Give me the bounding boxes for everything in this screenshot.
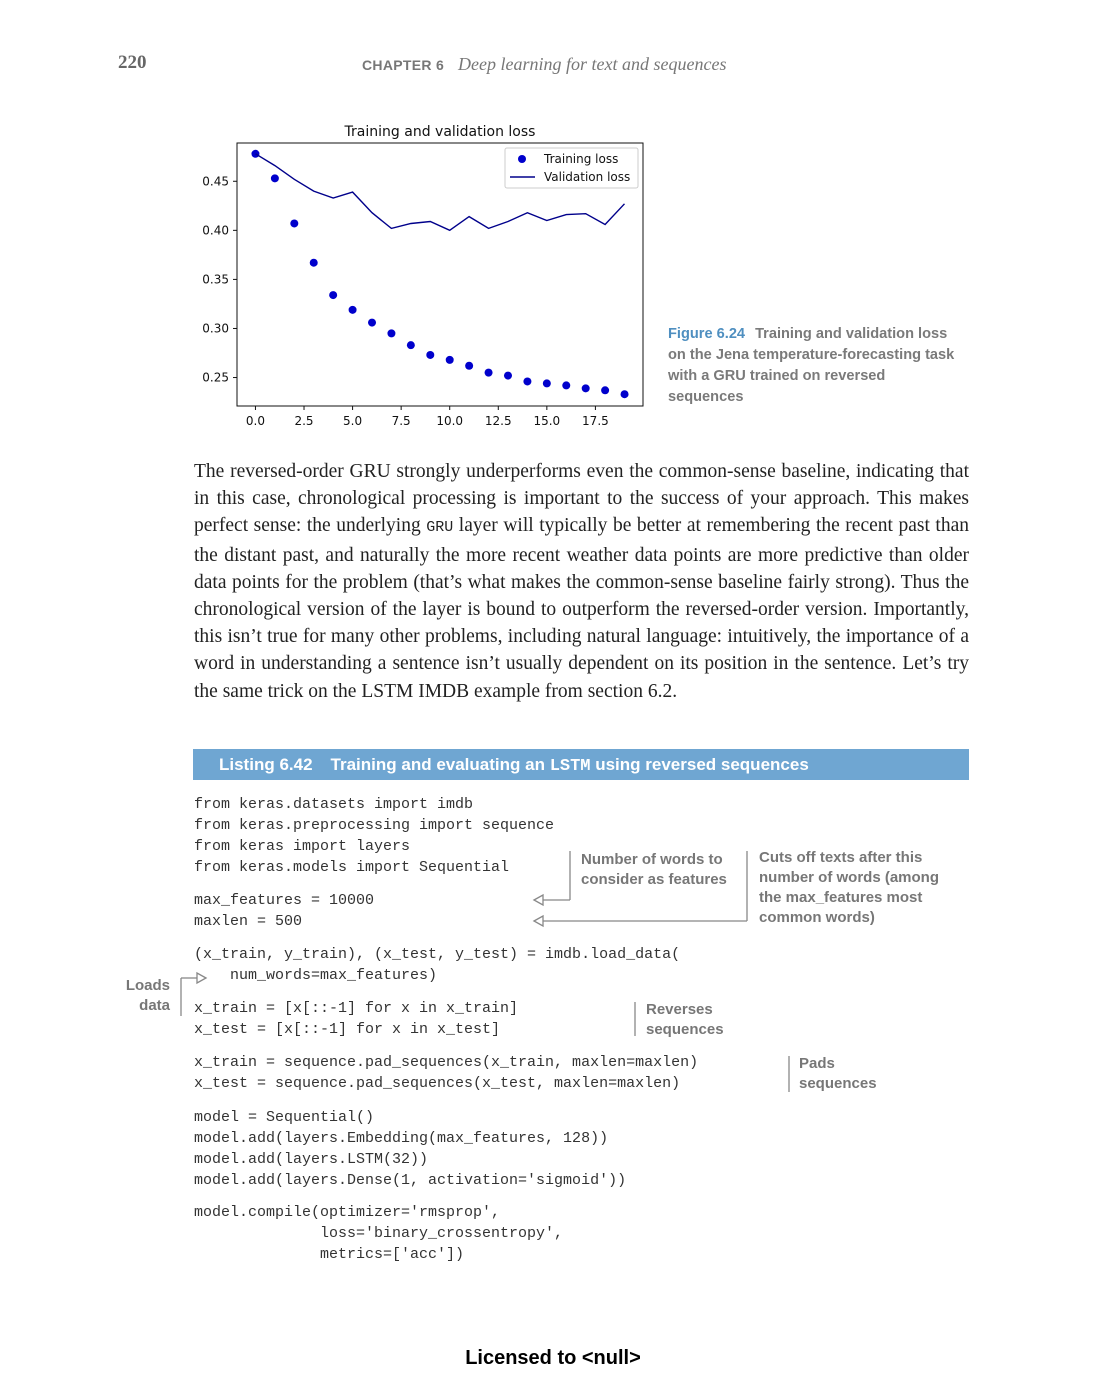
- code-params: max_features = 10000 maxlen = 500: [194, 892, 375, 930]
- training-loss-point: [309, 258, 318, 267]
- training-loss-point: [620, 390, 629, 399]
- license-footer: Licensed to <null>: [465, 1347, 641, 1369]
- x-tick-label: 10.0: [436, 414, 463, 428]
- training-loss-point: [445, 355, 454, 364]
- body-text-part-2: layer will typically be better at rememb…: [194, 515, 969, 702]
- training-loss-point: [387, 329, 396, 338]
- x-tick-label: 15.0: [533, 414, 560, 428]
- training-loss-point: [601, 386, 610, 395]
- training-loss-point: [523, 377, 532, 386]
- legend-training-marker: [518, 155, 526, 163]
- code-model: model = Sequential() model.add(layers.Em…: [194, 1109, 627, 1189]
- training-loss-point: [542, 379, 551, 388]
- page-number: 220: [118, 52, 147, 73]
- loss-chart: Training and validation loss 0.0 2.5 5.0 7.5…: [202, 124, 644, 428]
- x-tick-label: 0.0: [246, 414, 265, 428]
- legend-validation-label: Validation loss: [544, 170, 630, 184]
- annotation-pads: Pads sequences: [799, 1055, 877, 1092]
- legend-training-label: Training loss: [543, 152, 618, 166]
- listing-title-part-2: using reversed sequences: [590, 755, 809, 774]
- chapter-title: Deep learning for text and sequences: [458, 54, 727, 74]
- code-pad: x_train = sequence.pad_sequences(x_train…: [194, 1054, 699, 1092]
- code-reverse: x_train = [x[::-1] for x in x_train] x_t…: [194, 1000, 519, 1038]
- x-tick-label: 7.5: [392, 414, 411, 428]
- training-loss-point: [581, 384, 590, 393]
- y-tick-label: 0.40: [202, 223, 229, 237]
- annotation-reverses: Reverses sequences: [646, 1001, 724, 1038]
- training-loss-point: [270, 174, 279, 183]
- figure-number: Figure 6.24: [668, 326, 746, 342]
- training-loss-point: [290, 219, 299, 228]
- x-tick-label: 2.5: [294, 414, 313, 428]
- code-compile: model.compile(optimizer='rmsprop', loss=…: [194, 1204, 564, 1263]
- listing-header: Listing 6.42 Training and evaluating an L…: [193, 749, 969, 780]
- x-tick-label: 12.5: [485, 414, 512, 428]
- figure-caption: Figure 6.24 Training and validation loss …: [668, 324, 958, 408]
- running-head: CHAPTER 6 Deep learning for text and sequ…: [362, 54, 726, 75]
- listing-title-code: LSTM: [549, 757, 591, 776]
- training-loss-point: [484, 368, 493, 377]
- training-loss-point: [406, 341, 415, 350]
- x-tick-label: 5.0: [343, 414, 362, 428]
- validation-loss-line: [255, 153, 626, 232]
- code-load-data: (x_train, y_train), (x_test, y_test) = i…: [194, 946, 681, 984]
- y-tick-label: 0.45: [202, 174, 229, 188]
- x-tick-label: 17.5: [582, 414, 609, 428]
- training-loss-point: [562, 381, 571, 390]
- chapter-label: CHAPTER 6: [362, 57, 445, 73]
- training-loss-point: [368, 318, 377, 327]
- annotation-cuts-off: Cuts off texts after this number of word…: [759, 849, 939, 926]
- listing-title-part-1: Training and evaluating an: [330, 755, 550, 774]
- annotation-loads-data: Loads data: [125, 977, 170, 1014]
- inline-code-gru: GRU: [426, 519, 454, 537]
- y-tick-label: 0.30: [202, 321, 229, 335]
- chart-title: Training and validation loss: [344, 124, 536, 140]
- training-loss-point: [465, 361, 474, 370]
- training-loss-point: [503, 371, 512, 380]
- training-loss-point: [329, 291, 338, 300]
- plot-frame: [236, 142, 644, 407]
- y-tick-label: 0.25: [202, 371, 229, 385]
- y-tick-label: 0.35: [202, 272, 229, 286]
- code-imports: from keras.datasets import imdb from ker…: [194, 796, 555, 876]
- training-loss-point: [348, 305, 357, 314]
- body-paragraph: The reversed-order GRU strongly underper…: [194, 458, 969, 705]
- figure-caption-text: Training and validation loss on the Jena…: [668, 326, 955, 405]
- listing-number: Listing 6.42: [219, 755, 313, 774]
- training-loss-point: [426, 350, 435, 359]
- body-text-part-1: The reversed-order GRU strongly underper…: [194, 461, 969, 537]
- legend-box: [504, 147, 639, 189]
- annotation-num-words: Number of words to consider as features: [581, 851, 727, 888]
